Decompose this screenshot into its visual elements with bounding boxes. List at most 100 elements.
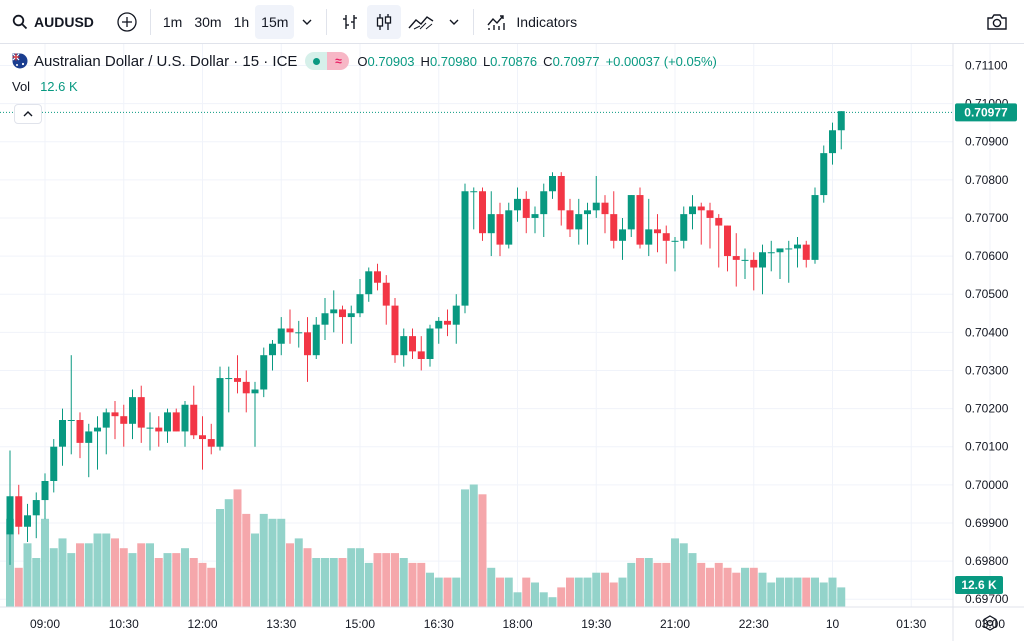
candle-body[interactable] <box>794 244 801 249</box>
candle-body[interactable] <box>645 229 653 245</box>
candle-body[interactable] <box>190 404 198 436</box>
candle-body[interactable] <box>207 439 215 447</box>
interval-30m[interactable]: 30m <box>194 13 222 30</box>
candle-body[interactable] <box>102 412 110 428</box>
chart-style-dropdown-button[interactable] <box>441 5 467 39</box>
candle-body[interactable] <box>225 378 233 380</box>
candle-body[interactable] <box>540 191 548 215</box>
candle-body[interactable] <box>435 320 443 329</box>
candle-body[interactable] <box>356 294 364 314</box>
candle-body[interactable] <box>15 496 23 527</box>
candle-body[interactable] <box>575 214 583 230</box>
candle-body[interactable] <box>24 515 31 527</box>
candle-body[interactable] <box>636 195 644 245</box>
candle-body[interactable] <box>531 214 539 218</box>
candle-body[interactable] <box>312 324 320 356</box>
candle-body[interactable] <box>129 397 136 424</box>
candle-body[interactable] <box>277 328 285 344</box>
candle-body[interactable] <box>242 381 250 394</box>
candle-body[interactable] <box>111 412 119 417</box>
candle-body[interactable] <box>479 191 486 234</box>
candle-body[interactable] <box>610 214 618 241</box>
candle-body[interactable] <box>557 176 565 211</box>
candle-body[interactable] <box>627 195 635 230</box>
candle-body[interactable] <box>619 229 626 241</box>
candle-body[interactable] <box>505 210 513 245</box>
candle-body[interactable] <box>417 351 425 359</box>
candle-body[interactable] <box>120 416 128 424</box>
candle-body[interactable] <box>829 130 836 154</box>
candle-body[interactable] <box>347 313 355 318</box>
candle-body[interactable] <box>374 271 381 283</box>
candle-body[interactable] <box>164 412 171 432</box>
candle-body[interactable] <box>321 313 329 325</box>
candle-body[interactable] <box>470 191 478 193</box>
candle-body[interactable] <box>671 240 679 242</box>
candle-body[interactable] <box>260 355 268 390</box>
candle-body[interactable] <box>601 202 609 215</box>
candle-body[interactable] <box>767 252 775 254</box>
candle-body[interactable] <box>715 217 723 226</box>
candle-body[interactable] <box>837 111 845 131</box>
collapse-legend-button[interactable] <box>14 104 42 124</box>
candle-body[interactable] <box>802 244 810 260</box>
candle-body[interactable] <box>785 248 793 250</box>
candle-body[interactable] <box>741 259 749 261</box>
candle-body[interactable] <box>566 210 574 230</box>
candle-body[interactable] <box>426 328 434 360</box>
candle-body[interactable] <box>181 404 189 432</box>
candle-body[interactable] <box>304 332 311 356</box>
candle-body[interactable] <box>172 412 180 432</box>
candle-body[interactable] <box>689 206 696 215</box>
candle-body[interactable] <box>662 233 670 241</box>
interval-15m[interactable]: 15m <box>255 4 295 39</box>
bar-style-button[interactable] <box>333 5 367 39</box>
interval-1m[interactable]: 1m <box>162 13 183 30</box>
candle-body[interactable] <box>155 427 163 432</box>
candle-body[interactable] <box>522 198 530 218</box>
candle-body[interactable] <box>85 431 93 443</box>
candle-body[interactable] <box>216 378 224 447</box>
interval-1h[interactable]: 1h <box>233 13 250 30</box>
candle-body[interactable] <box>339 309 346 318</box>
legend-title[interactable]: Australian Dollar / U.S. Dollar · 15 · I… <box>34 52 298 70</box>
candle-body[interactable] <box>234 378 241 382</box>
candle-body[interactable] <box>732 256 740 260</box>
candle-body[interactable] <box>400 336 408 356</box>
candle-body[interactable] <box>382 282 390 306</box>
chart-settings-button[interactable] <box>982 615 998 636</box>
area-style-button[interactable] <box>401 5 441 39</box>
candle-body[interactable] <box>269 343 276 356</box>
market-status-pill[interactable]: ≈ <box>305 52 350 70</box>
candle-body[interactable] <box>94 427 101 432</box>
candle-body[interactable] <box>146 427 154 429</box>
candle-style-button[interactable] <box>367 4 402 39</box>
candle-body[interactable] <box>137 397 145 428</box>
symbol-search-button[interactable]: AUDUSD <box>0 5 104 39</box>
candle-body[interactable] <box>592 202 600 211</box>
candle-body[interactable] <box>820 153 828 196</box>
candle-body[interactable] <box>391 305 399 356</box>
candle-body[interactable] <box>654 229 661 234</box>
candle-body[interactable] <box>76 420 84 443</box>
candle-body[interactable] <box>59 420 66 447</box>
candle-body[interactable] <box>706 210 714 218</box>
candle-body[interactable] <box>444 320 451 325</box>
price-chart[interactable]: 0.711000.710000.709000.708000.707000.706… <box>0 44 1024 641</box>
interval-dropdown-button[interactable] <box>294 5 320 39</box>
compare-symbol-button[interactable] <box>110 5 144 39</box>
candle-body[interactable] <box>680 214 688 241</box>
candle-body[interactable] <box>295 332 303 334</box>
candle-body[interactable] <box>365 271 373 295</box>
candle-body[interactable] <box>750 259 758 268</box>
candle-body[interactable] <box>50 446 58 481</box>
candle-body[interactable] <box>549 176 556 192</box>
candle-body[interactable] <box>6 496 14 535</box>
candle-body[interactable] <box>452 305 460 325</box>
candle-body[interactable] <box>32 500 40 516</box>
candle-body[interactable] <box>199 435 206 440</box>
candle-body[interactable] <box>251 389 259 394</box>
candle-body[interactable] <box>514 198 521 211</box>
candle-body[interactable] <box>724 225 731 257</box>
candle-body[interactable] <box>286 328 294 333</box>
